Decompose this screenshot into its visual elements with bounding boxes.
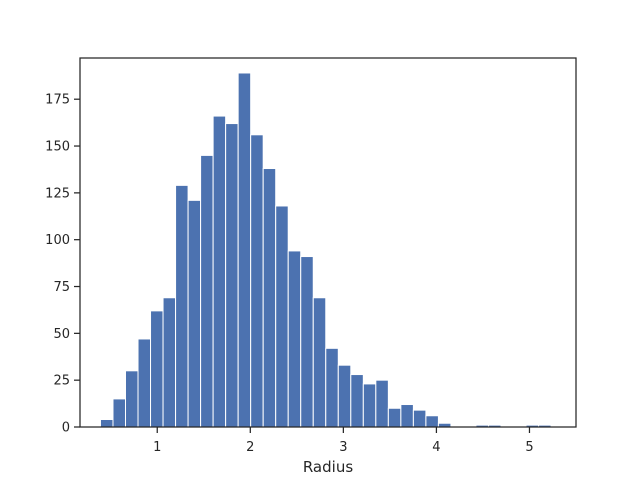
histogram-bar [125, 370, 139, 428]
histogram-bar [262, 168, 277, 428]
y-tick-label: 25 [53, 374, 70, 389]
y-axis-ticks: 0 25 50 75 100 125 150 175 [45, 93, 80, 436]
x-tick-label: 3 [339, 440, 347, 455]
x-tick-label: 5 [525, 440, 533, 455]
x-tick-label: 2 [246, 440, 254, 455]
histogram-bar [187, 199, 202, 428]
y-tick-label: 50 [53, 327, 70, 342]
histogram-bar [362, 383, 377, 428]
y-tick-label: 0 [62, 421, 70, 436]
y-tick-label: 125 [45, 186, 70, 201]
histogram-bar [337, 364, 352, 428]
y-tick-label: 150 [45, 140, 70, 155]
y-tick-label: 100 [45, 233, 70, 248]
histogram-bar [112, 398, 127, 428]
histogram-bar [175, 184, 189, 428]
histogram-bar [212, 115, 227, 428]
histogram-bar [387, 407, 402, 428]
histogram-bar [225, 123, 239, 428]
histogram-bar [150, 310, 164, 428]
x-tick-label: 4 [432, 440, 440, 455]
y-tick-label: 175 [45, 93, 70, 108]
histogram-bar [325, 347, 339, 428]
x-axis-ticks: 1 2 3 4 5 [153, 427, 534, 455]
histogram-bar [99, 419, 114, 428]
histogram-bar [375, 379, 389, 428]
x-tick-label: 1 [153, 440, 161, 455]
histogram-bar [237, 72, 252, 428]
histogram-bar [275, 205, 289, 428]
histogram-bar [350, 374, 364, 428]
histogram-bar [300, 256, 314, 428]
histogram-bar [250, 134, 264, 428]
x-axis-label: Radius [303, 458, 353, 476]
y-tick-label: 75 [53, 280, 70, 295]
histogram-bar [162, 297, 177, 428]
histogram-bar [200, 154, 214, 428]
histogram-bar [287, 250, 302, 428]
histogram-bar [412, 409, 427, 428]
histogram-bar [137, 338, 152, 428]
histogram-bar [400, 404, 414, 428]
histogram-bar [312, 297, 327, 428]
bars-group [99, 72, 552, 428]
histogram-bar [425, 415, 439, 428]
axes-frame [79, 57, 577, 428]
